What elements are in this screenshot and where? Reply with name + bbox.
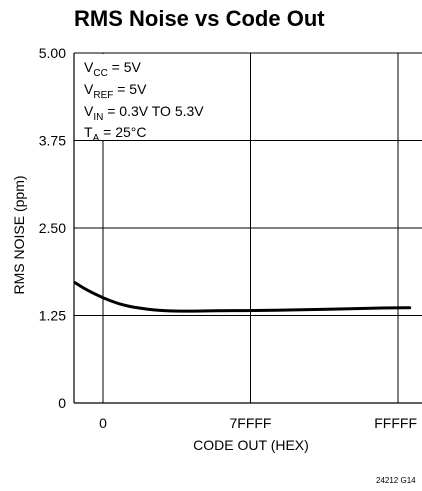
- condition-line: TA = 25°C: [84, 124, 146, 144]
- series: [73, 281, 412, 313]
- y-tick-label: 1.25: [39, 308, 66, 324]
- conditions-box: [75, 54, 230, 140]
- condition-value: = 5V: [113, 81, 147, 97]
- y-axis-label: RMS NOISE (ppm): [11, 175, 27, 294]
- x-axis-label: CODE OUT (HEX): [193, 437, 309, 453]
- x-tick-label: 0: [99, 415, 107, 431]
- condition-line: VIN = 0.3V TO 5.3V: [84, 103, 204, 123]
- x-tick-label: 7FFFF: [229, 415, 271, 431]
- series-line: [73, 281, 412, 313]
- condition-subscript: REF: [93, 90, 113, 101]
- y-tick-label: 3.75: [39, 133, 66, 149]
- plot-frame: [73, 53, 422, 404]
- condition-subscript: A: [93, 133, 100, 144]
- x-tick-label: FFFFF: [374, 415, 417, 431]
- condition-subscript: IN: [93, 112, 103, 123]
- y-tick-label: 2.50: [39, 220, 66, 236]
- condition-value: = 0.3V TO 5.3V: [103, 103, 204, 119]
- chart-title: RMS Noise vs Code Out: [74, 6, 325, 31]
- condition-value: = 5V: [108, 59, 142, 75]
- y-tick-label: 0: [58, 395, 66, 411]
- figure-code: 24212 G14: [376, 476, 416, 485]
- y-tick-labels: 0 1.25 2.50 3.75 5.00: [39, 45, 66, 411]
- condition-value: = 25°C: [99, 124, 146, 140]
- x-tick-labels: 0 7FFFF FFFFF: [99, 415, 417, 431]
- condition-subscript: CC: [93, 68, 107, 79]
- y-tick-label: 5.00: [39, 45, 66, 61]
